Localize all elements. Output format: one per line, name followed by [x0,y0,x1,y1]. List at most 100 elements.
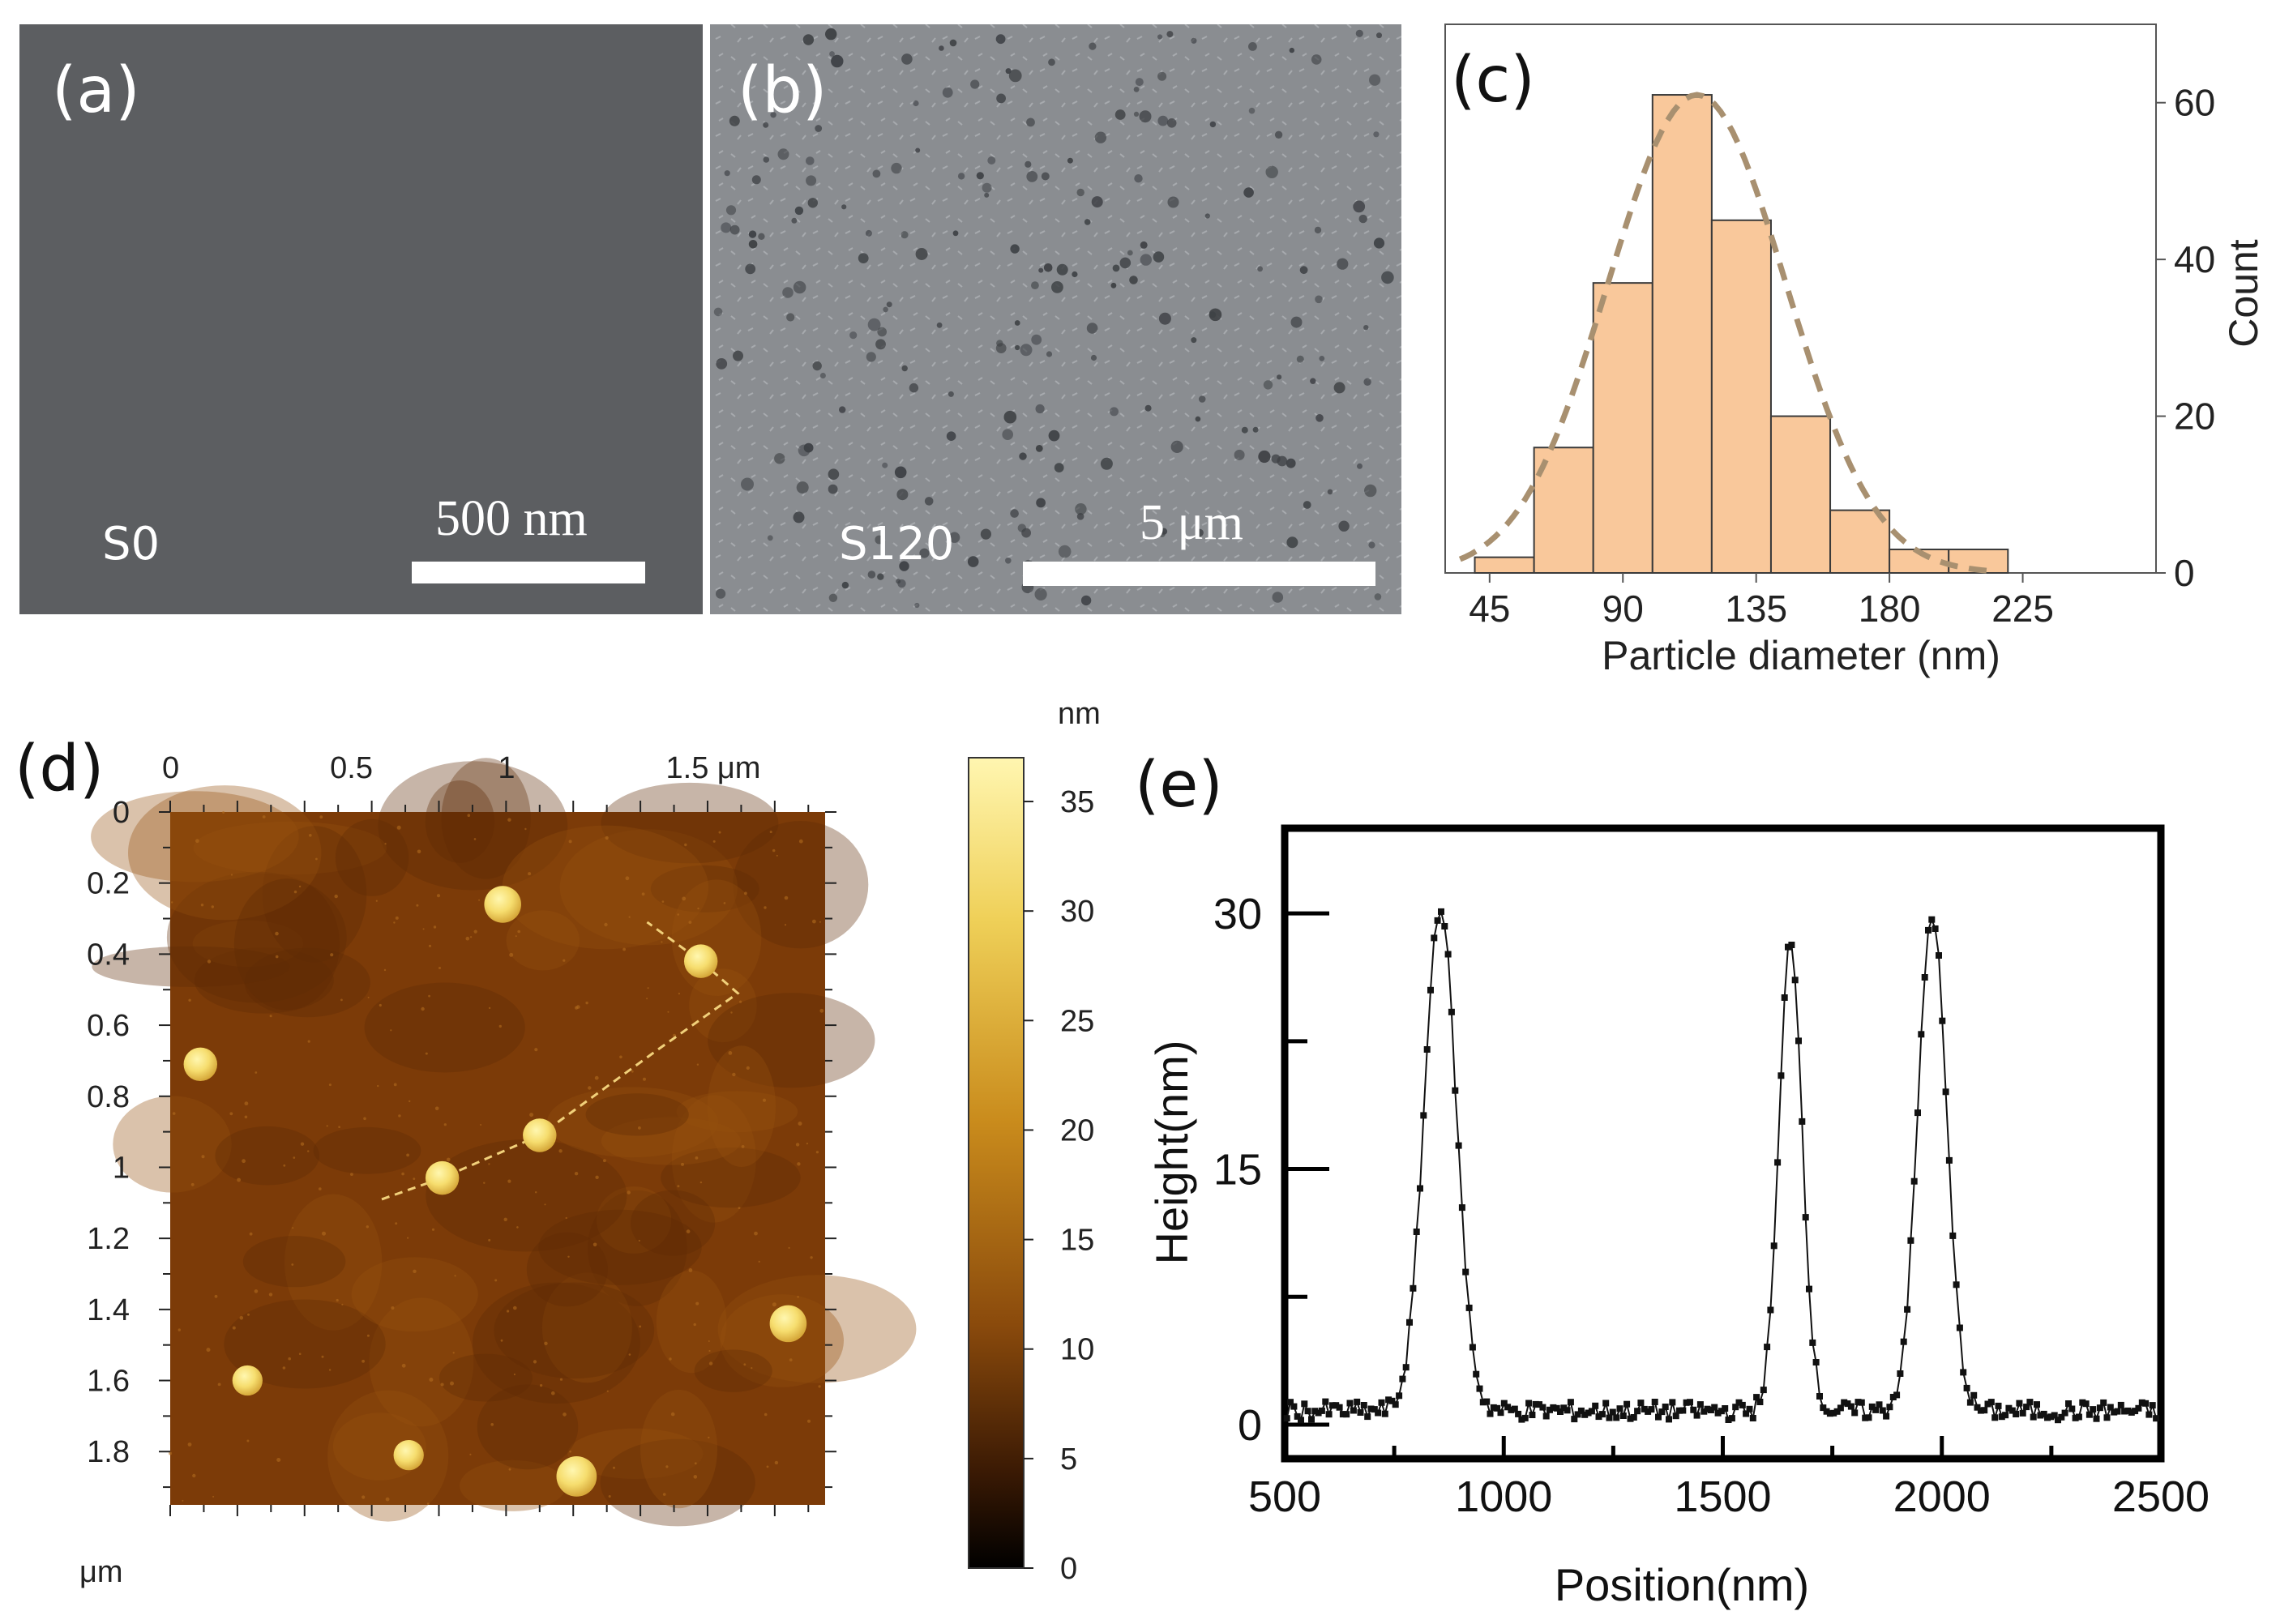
pore [1319,356,1325,361]
pore [1265,165,1278,178]
afm-speck [298,885,302,888]
afm-speck [788,1246,790,1249]
data-point [1687,1399,1693,1406]
data-point [1883,1412,1890,1420]
afm-speck [498,1024,502,1028]
pore [1112,264,1120,272]
pore [1090,354,1097,361]
afm-y-tick-label: 1.8 [87,1435,130,1469]
data-point [1690,1406,1697,1413]
afm-speck [627,1190,631,1194]
data-point [1399,1375,1406,1383]
afm-texture-patch [631,1190,716,1256]
afm-texture-patch [193,821,387,875]
pore [1263,380,1273,390]
pore [1084,219,1091,225]
data-point [1619,1412,1627,1419]
data-point [2009,1407,2016,1414]
afm-y-tick-label: 0.6 [87,1009,130,1043]
afm-texture-patch [472,1282,640,1404]
data-point [1844,1400,1851,1408]
colorbar-tick-label: 30 [1060,895,1094,929]
pore [901,365,908,372]
pore [948,391,954,397]
data-point [2019,1409,2026,1417]
afm-texture-patch [378,761,568,891]
data-point [1781,994,1788,1001]
pore [1020,344,1033,357]
data-point [2016,1400,2023,1407]
pore [1376,32,1382,39]
afm-speck [646,998,648,1000]
pore [716,588,726,599]
data-point [1932,925,1939,932]
afm-speck [643,1077,646,1081]
afm-speck [524,827,527,831]
afm-speck [513,1373,516,1376]
pore [1051,281,1063,293]
panel-b-scale-text: 5 μm [1140,495,1243,550]
afm-speck [696,1063,699,1066]
afm-speck [207,959,212,964]
data-point [1325,1411,1333,1418]
afm-speck [454,1275,456,1277]
afm-texture-patch [128,785,322,921]
afm-speck [730,1011,733,1014]
data-point [1662,1404,1669,1410]
afm-y-tick-label: 1 [113,1151,130,1185]
afm-speck [201,1155,205,1159]
afm-speck [338,1126,340,1128]
pore [1133,87,1140,92]
pore [716,358,728,370]
pore [774,453,785,464]
afm-speck [638,1126,641,1130]
afm-texture-patch [708,993,875,1088]
afm-speck [452,1352,455,1354]
afm-speck [417,849,421,854]
afm-speck [422,928,425,930]
data-point [1343,1411,1350,1418]
data-point [1375,1409,1382,1417]
afm-speck [330,953,334,957]
afm-speck [766,1465,769,1468]
data-point [2026,1399,2034,1406]
afm-speck [292,1227,294,1229]
afm-texture-patch [441,758,531,879]
data-point [1588,1408,1595,1415]
data-point [1897,1370,1904,1377]
afm-speck [244,1115,248,1119]
afm-speck [515,935,517,938]
data-point [1942,1088,1949,1096]
afm-speck [693,1475,698,1479]
afm-speck [366,1334,370,1337]
afm-speck [395,916,399,920]
colorbar-tick-label: 10 [1060,1333,1094,1367]
pore [806,175,817,186]
data-point [1525,1400,1533,1407]
pore [896,489,909,501]
pore [1046,351,1053,357]
data-point [2065,1400,2072,1407]
data-point [2072,1414,2079,1421]
panel-a-sample-label: S0 [102,518,160,571]
afm-texture-patch [327,1390,449,1522]
afm-speck [384,843,387,845]
pore [901,53,913,65]
afm-speck [682,896,687,901]
afm-speck [758,1260,760,1263]
pore [1140,254,1153,266]
afm-speck [797,1296,799,1298]
pore [867,318,881,331]
afm-speck [262,815,266,818]
afm-texture-patch [676,1091,798,1133]
pore [1286,536,1298,549]
data-point [1900,1338,1907,1345]
afm-speck [762,1098,767,1102]
afm-x-ticks: 0 0.5 1 1.5 μm [162,751,760,785]
afm-texture-patch [694,1349,772,1392]
afm-speck [694,1462,697,1465]
data-point [1739,1401,1746,1408]
afm-speck [307,1040,310,1043]
afm-speck [426,1502,430,1505]
data-point [1623,1400,1631,1408]
